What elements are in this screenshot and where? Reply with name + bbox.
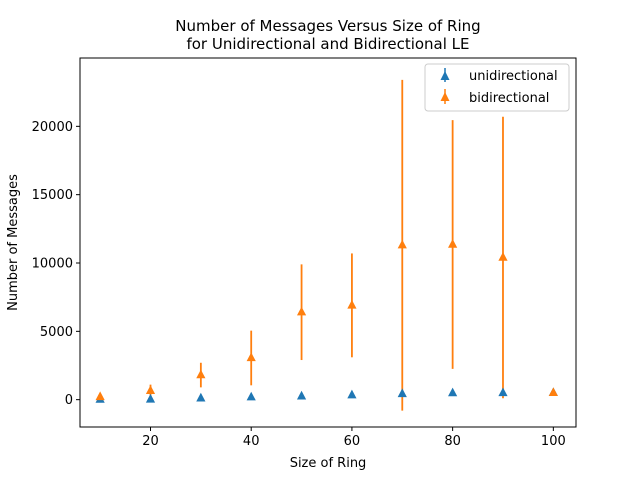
unidirectional-point [246, 391, 256, 401]
legend-box [424, 63, 570, 112]
legend: unidirectional bidirectional [424, 63, 570, 112]
unidirectional-point [145, 393, 156, 403]
y-tick-label: 0 [65, 393, 73, 408]
x-tick-label: 80 [444, 434, 461, 449]
unidirectional-point [448, 387, 458, 397]
unidirectional-point [296, 390, 307, 400]
bidirectional-point [498, 252, 508, 261]
unidirectional-point [397, 388, 407, 398]
plot-frame [79, 57, 577, 428]
y-tick-label: 20000 [32, 120, 73, 135]
x-axis: 20 40 60 80 100 [142, 427, 566, 449]
error-bars [99, 79, 504, 411]
bidirectional-point [246, 352, 256, 362]
x-tick-label: 40 [243, 434, 260, 449]
unidirectional-point [498, 387, 508, 397]
bidirectional-point [448, 239, 458, 248]
y-axis: 0 5000 10000 15000 20000 [32, 120, 80, 408]
y-tick-label: 15000 [32, 188, 73, 203]
markers [95, 239, 558, 403]
bidirectional-point [145, 385, 156, 394]
bidirectional-point [95, 391, 105, 401]
x-tick-label: 20 [142, 434, 159, 449]
x-axis-label: Size of Ring [290, 456, 367, 471]
y-axis-label: Number of Messages [6, 174, 21, 311]
legend-bidirectional-marker [440, 92, 450, 101]
y-tick-label: 10000 [32, 257, 73, 272]
unidirectional-point [347, 389, 357, 399]
x-tick-label: 100 [541, 434, 566, 449]
bidirectional-point [296, 306, 307, 316]
legend-unidirectional-label: unidirectional [469, 69, 558, 84]
legend-bidirectional-label: bidirectional [469, 91, 549, 106]
legend-unidirectional-marker [440, 71, 450, 80]
bidirectional-point [196, 369, 206, 379]
unidirectional-point [196, 392, 206, 402]
y-tick-label: 5000 [40, 325, 73, 340]
bidirectional-point [397, 239, 407, 249]
x-tick-label: 60 [344, 434, 361, 449]
chart-title-line-1: Number of Messages Versus Size of Ring [175, 17, 480, 35]
chart-title-line-2: for Unidirectional and Bidirectional LE [186, 35, 469, 53]
bidirectional-point [548, 387, 558, 397]
bidirectional-point [347, 299, 357, 309]
